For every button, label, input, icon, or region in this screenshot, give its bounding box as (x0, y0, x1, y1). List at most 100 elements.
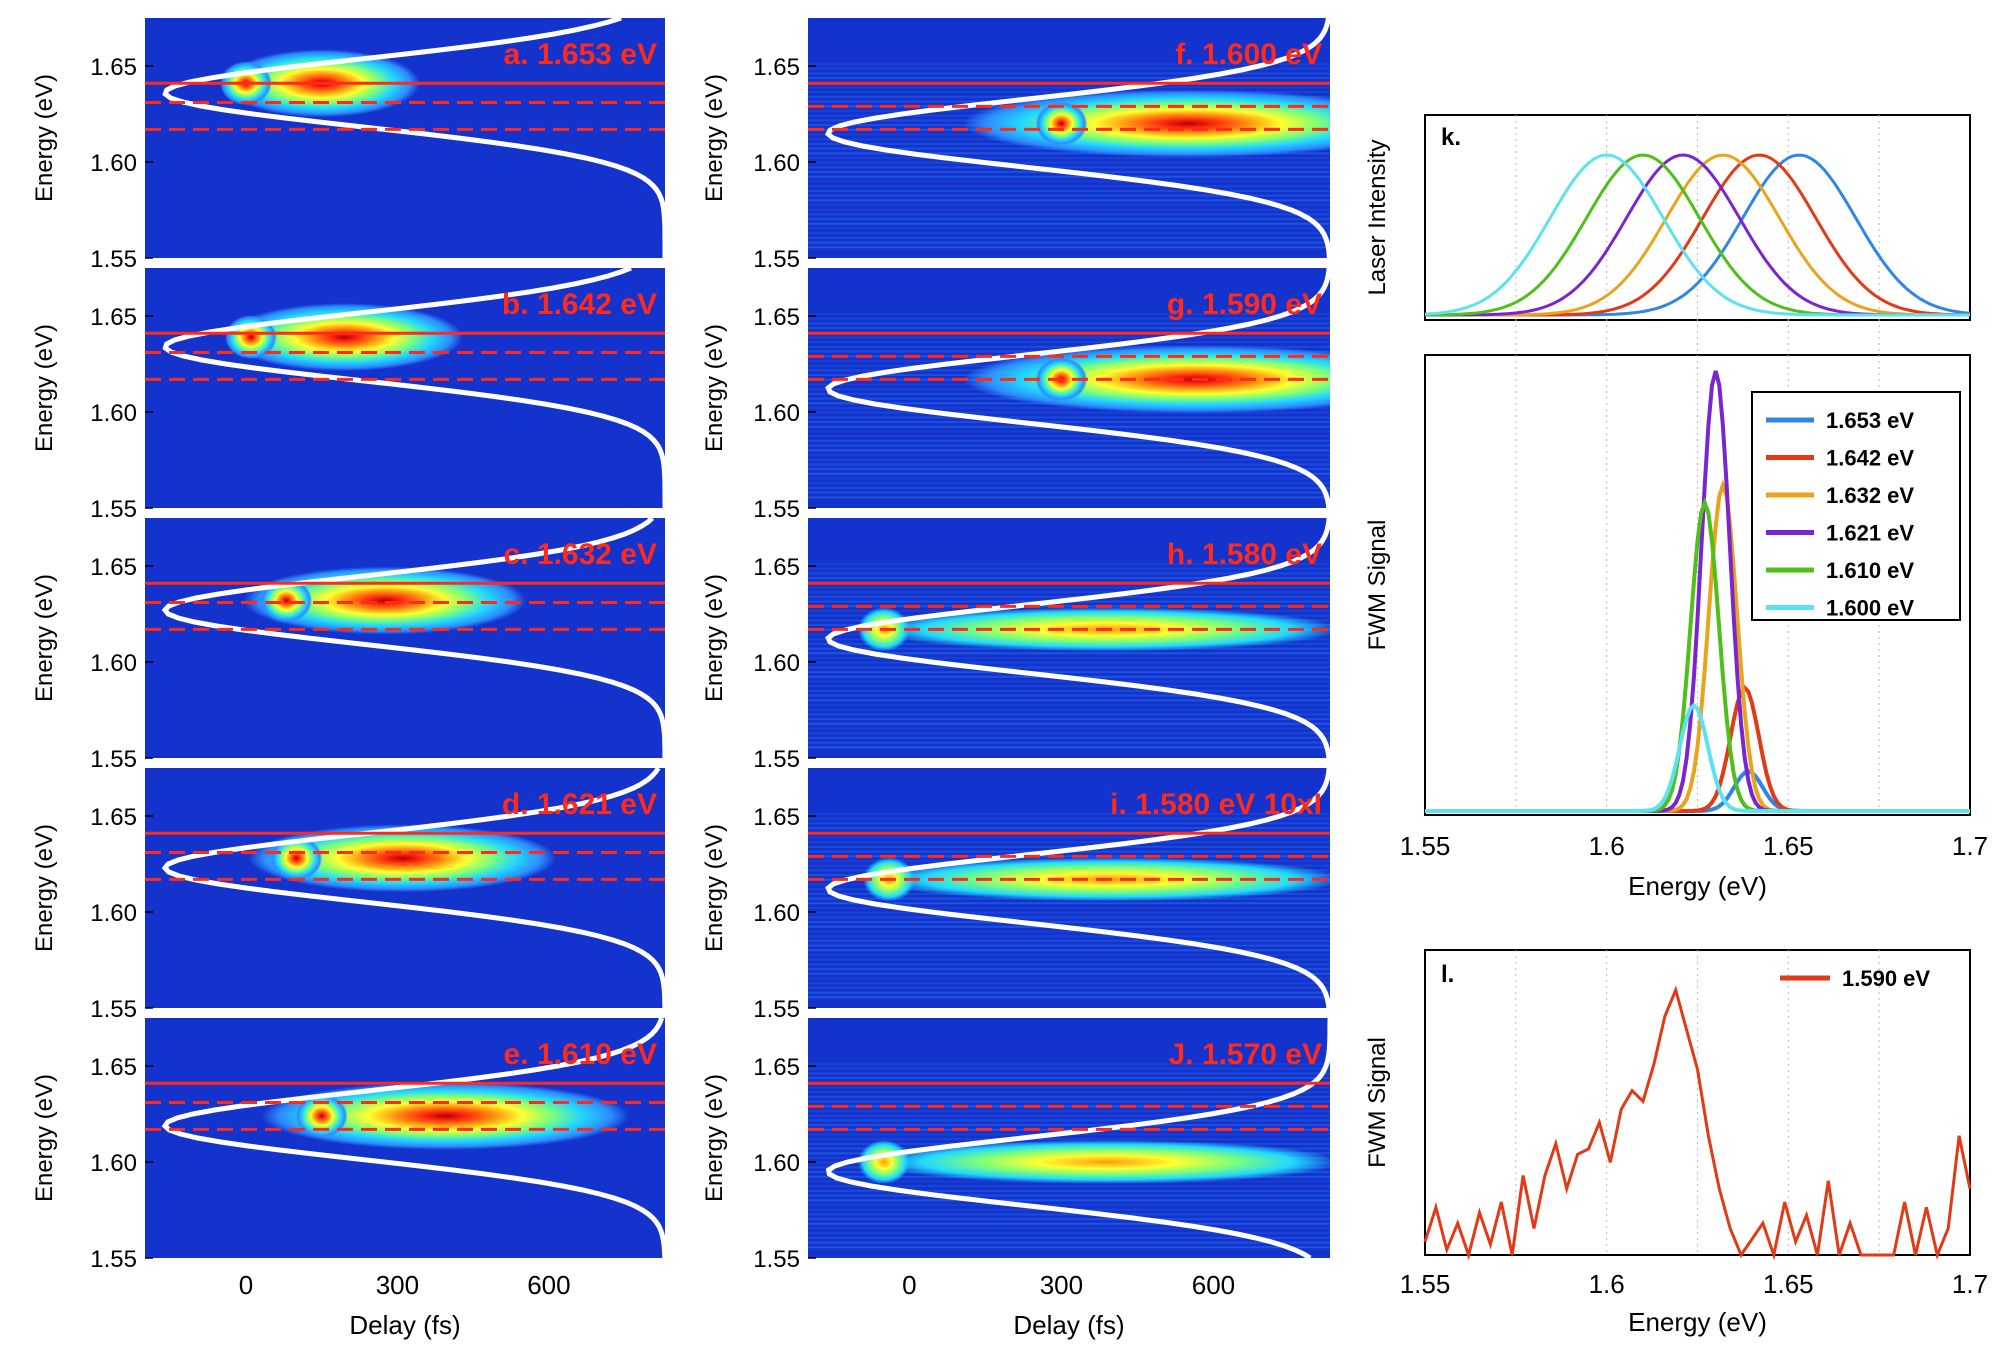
noise-band (808, 921, 1330, 924)
noise-band (808, 841, 1330, 844)
noise-band (808, 1218, 1330, 1221)
noise-band (808, 972, 1330, 975)
noise-band (808, 666, 1330, 669)
noise-band (808, 486, 1330, 489)
y-axis-label: Energy (eV) (701, 574, 728, 702)
y-tick-label: 1.65 (90, 554, 137, 581)
x-tick-label: 1.65 (1763, 831, 1814, 861)
noise-band (808, 1246, 1330, 1249)
noise-band (808, 313, 1330, 315)
x-tick-label: 1.6 (1589, 831, 1625, 861)
panel-content (808, 18, 1330, 258)
noise-band (808, 657, 1330, 659)
y-tick-label: 1.65 (753, 54, 800, 81)
signal-blob (248, 824, 557, 893)
laser-spectrum-curve (161, 768, 665, 1008)
y-tick-label: 1.65 (90, 1054, 137, 1081)
legend-label: 1.590 eV (1842, 966, 1930, 991)
panel-label: i. 1.580 eV 10xI (1110, 788, 1322, 821)
signal-peak (295, 1093, 348, 1138)
y-tick-label: 1.65 (753, 304, 800, 331)
noise-band (808, 336, 1330, 339)
noise-band (808, 718, 1330, 721)
noise-band (808, 732, 1330, 735)
heatmap-panel-d: d. 1.621 eV 1.55 1.60 1.65 Energy (eV) (31, 768, 665, 1023)
noise-band (808, 86, 1330, 89)
noise-band (808, 982, 1330, 985)
noise-band (808, 454, 1330, 456)
noise-band (808, 463, 1330, 466)
y-tick-label: 1.55 (753, 1246, 800, 1273)
y-tick-label: 1.55 (753, 746, 800, 773)
y-tick-label: 1.55 (753, 996, 800, 1023)
noise-band (808, 694, 1330, 697)
noise-band (808, 236, 1330, 239)
panel-content (808, 268, 1330, 508)
noise-band (808, 736, 1330, 739)
noise-band (808, 1114, 1330, 1117)
noise-band (808, 477, 1330, 480)
noise-band (808, 1072, 1330, 1075)
noise-band (808, 491, 1330, 494)
x-tick-label: 1.65 (1763, 1269, 1814, 1299)
noise-band (808, 685, 1330, 688)
y-tick-label: 1.55 (90, 246, 137, 273)
noise-band (808, 1067, 1330, 1070)
heatmap-panel-e: e. 1.610 eV 1.55 1.60 1.65 Energy (eV) 0 300 60… (31, 1018, 665, 1340)
noise-band (808, 708, 1330, 711)
signal-peak (858, 1140, 911, 1184)
panel-label: a. 1.653 eV (504, 38, 657, 71)
heatmap-panel-f: f. 1.600 eV 1.55 1.60 1.65 Energy (eV) (701, 18, 1330, 273)
y-tick-label: 1.60 (90, 400, 137, 427)
laser-line-1600 (1424, 153, 1970, 317)
noise-band (808, 727, 1330, 730)
noise-band (808, 1189, 1330, 1192)
noise-band (808, 567, 1330, 570)
noise-band (808, 1110, 1330, 1112)
noise-band (808, 185, 1330, 188)
noise-band (808, 958, 1330, 961)
noise-band (808, 468, 1330, 471)
x-tick-label: 1.55 (1400, 831, 1451, 861)
noise-band (808, 430, 1330, 433)
noise-band (808, 411, 1330, 414)
noise-band (808, 699, 1330, 702)
noise-band (808, 175, 1330, 178)
x-tick-label: 0 (239, 1270, 253, 1300)
panel-label: b. 1.642 eV (502, 288, 657, 321)
noise-band (808, 241, 1330, 244)
y-tick-label: 1.60 (753, 650, 800, 677)
laser-spectrum-curve (825, 268, 1330, 508)
x-tick-label: 1.55 (1400, 1269, 1451, 1299)
noise-band (808, 416, 1330, 419)
noise-band (808, 444, 1330, 447)
noise-band (808, 907, 1330, 909)
panel-label: e. 1.610 eV (504, 1038, 657, 1071)
noise-band (808, 1086, 1330, 1089)
noise-band (808, 822, 1330, 825)
noise-band (808, 652, 1330, 655)
legend-label: 1.610 eV (1826, 558, 1914, 583)
x-tick-label: 600 (1192, 1270, 1235, 1300)
panel-content (145, 518, 665, 758)
x-axis-label: Delay (fs) (1013, 1310, 1124, 1340)
noise-band (808, 836, 1330, 839)
y-tick-label: 1.65 (90, 304, 137, 331)
y-tick-label: 1.60 (90, 650, 137, 677)
noise-band (808, 161, 1330, 164)
noise-band (808, 930, 1330, 933)
fwm-line-1590 (1423, 985, 1972, 1261)
x-tick-label: 300 (1040, 1270, 1083, 1300)
signal-peak (260, 578, 313, 623)
y-tick-label: 1.60 (753, 1150, 800, 1177)
panel-content (145, 18, 665, 258)
x-axis-label: Energy (eV) (1628, 1307, 1767, 1337)
noise-band (808, 595, 1330, 598)
noise-band (808, 746, 1330, 749)
noise-band (808, 222, 1330, 225)
noise-band (808, 218, 1330, 221)
noise-band (808, 232, 1330, 235)
x-axis-label: Energy (eV) (1628, 871, 1767, 901)
noise-band (808, 671, 1330, 674)
y-tick-label: 1.60 (90, 1150, 137, 1177)
